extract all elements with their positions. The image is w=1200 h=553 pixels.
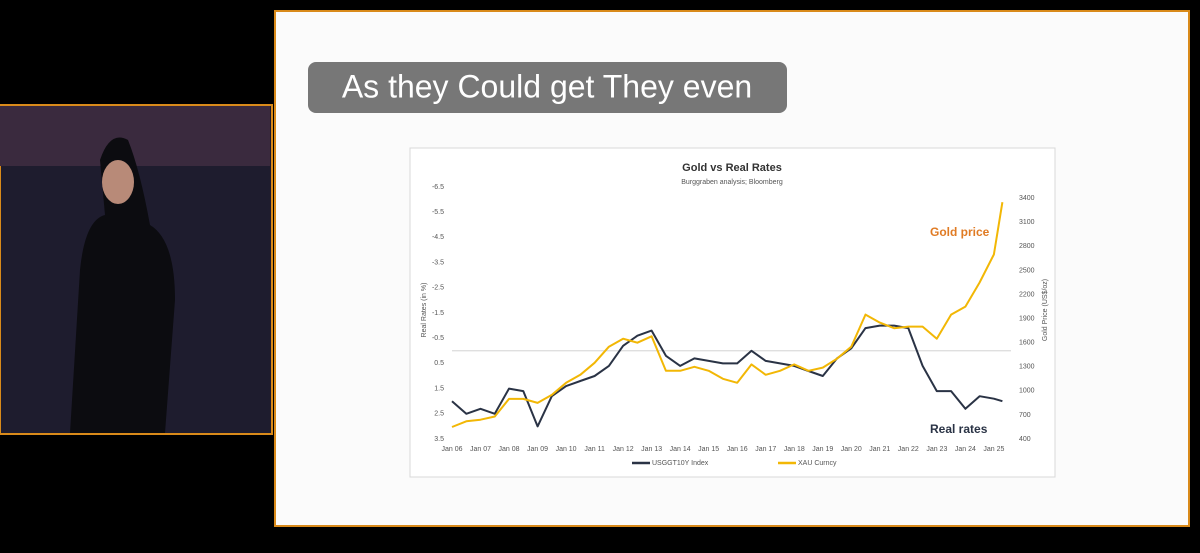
x-tick-label: Jan 12 (613, 446, 634, 453)
y-axis-label: Real Rates (in %) (421, 283, 428, 338)
y2-tick-label: 3100 (1019, 219, 1035, 226)
y2-tick-label: 700 (1019, 412, 1031, 419)
chart-subtitle: Burggraben analysis; Bloomberg (681, 179, 783, 186)
x-tick-label: Jan 08 (499, 446, 520, 453)
y-tick-label: 2.5 (434, 411, 444, 418)
x-tick-label: Jan 10 (556, 446, 577, 453)
x-tick-label: Jan 18 (784, 446, 805, 453)
y2-tick-label: 1600 (1019, 340, 1035, 347)
series-line (451, 202, 1004, 428)
y-tick-label: -5.5 (432, 209, 444, 216)
x-tick-label: Jan 13 (641, 446, 662, 453)
x-tick-label: Jan 20 (841, 446, 862, 453)
y2-tick-label: 2200 (1019, 291, 1035, 298)
speaker-face (102, 160, 134, 204)
x-tick-label: Jan 06 (441, 446, 462, 453)
legend-label: XAU Curncy (798, 460, 837, 467)
caption: As they Could get They even (342, 68, 752, 104)
x-tick-label: Jan 22 (898, 446, 919, 453)
y2-tick-label: 400 (1019, 436, 1031, 443)
x-tick-label: Jan 15 (698, 446, 719, 453)
y2-tick-label: 1300 (1019, 364, 1035, 371)
x-tick-label: Jan 19 (812, 446, 833, 453)
y2-tick-label: 3400 (1019, 195, 1035, 202)
chart-frame (409, 147, 1056, 478)
x-tick-label: Jan 14 (670, 446, 691, 453)
y2-tick-label: 1000 (1019, 388, 1035, 395)
y2-axis-label: Gold Price (US$/oz) (1042, 279, 1049, 341)
video-backdrop (0, 106, 270, 166)
x-tick-label: Jan 24 (955, 446, 976, 453)
y2-tick-label: 2500 (1019, 267, 1035, 274)
series-line (451, 324, 1003, 428)
y2-tick-label: 2800 (1019, 243, 1035, 250)
x-tick-label: Jan 09 (527, 446, 548, 453)
y-tick-label: -0.5 (432, 335, 444, 342)
x-tick-label: Jan 16 (727, 446, 748, 453)
y-tick-label: -2.5 (432, 285, 444, 292)
speaker-silhouette (70, 137, 175, 433)
y-tick-label: -6.5 (432, 184, 444, 191)
x-tick-label: Jan 25 (983, 446, 1004, 453)
x-tick-label: Jan 23 (926, 446, 947, 453)
y-tick-label: 1.5 (434, 385, 444, 392)
caption-box (308, 62, 787, 113)
annotation: Gold price (930, 225, 990, 239)
y-tick-label: 0.5 (434, 360, 444, 367)
chart-title: Gold vs Real Rates (682, 162, 782, 174)
y-tick-label: 3.5 (434, 436, 444, 443)
y-tick-label: -4.5 (432, 234, 444, 241)
x-tick-label: Jan 11 (584, 446, 605, 453)
x-tick-label: Jan 17 (755, 446, 776, 453)
x-tick-label: Jan 07 (470, 446, 491, 453)
y2-tick-label: 1900 (1019, 315, 1035, 322)
annotation: Real rates (930, 422, 988, 436)
legend-label: USGGT10Y Index (652, 460, 709, 467)
y-tick-label: -3.5 (432, 259, 444, 266)
y-tick-label: -1.5 (432, 310, 444, 317)
x-tick-label: Jan 21 (869, 446, 890, 453)
